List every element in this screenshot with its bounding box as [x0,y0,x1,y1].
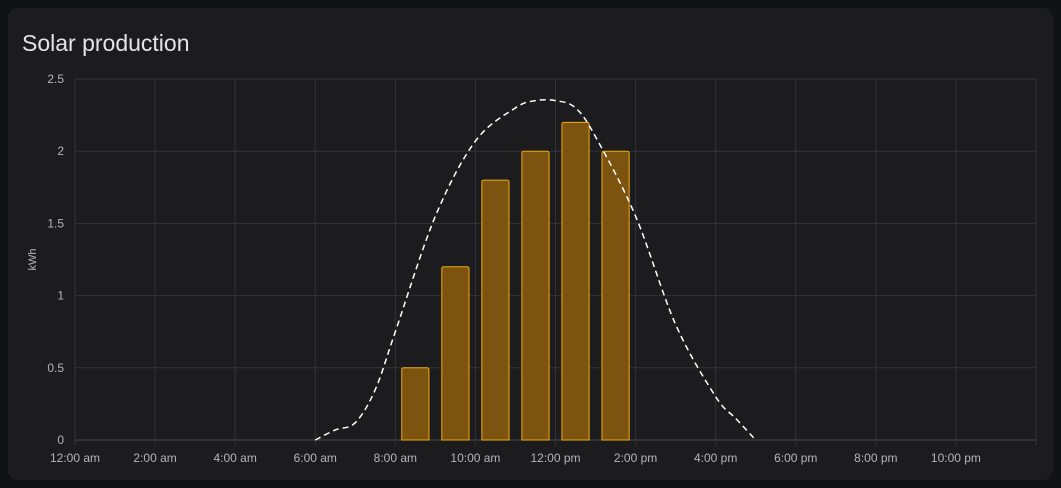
y-tick-label: 1 [57,289,64,303]
x-tick-label: 4:00 am [213,451,256,465]
solar-bar [561,121,590,441]
y-tick-label: 0.5 [47,361,64,375]
x-tick-label: 6:00 am [294,451,337,465]
x-tick-label: 10:00 am [450,451,500,465]
y-axis-label: kWh [27,249,39,271]
x-tick-label: 4:00 pm [694,451,737,465]
x-tick-label: 2:00 pm [614,451,657,465]
solar-production-card: Solar production 0 0.5 1 1.5 2 2.5 12:00 am 2:0… [8,8,1053,480]
solar-bar [601,150,630,441]
solar-bar [521,150,550,441]
x-tick-label: 8:00 pm [854,451,897,465]
x-tick-label: 6:00 pm [774,451,817,465]
y-tick-label: 2.5 [47,72,64,86]
y-tick-label: 2 [57,144,64,158]
solar-bar [441,266,470,441]
forecast-line [314,99,757,441]
solar-bar [401,367,430,441]
solar-bar [481,179,510,441]
x-tick-label: 12:00 pm [530,451,580,465]
y-tick-label: 0 [57,433,64,447]
x-tick-label: 12:00 am [50,451,100,465]
y-tick-label: 1.5 [47,216,64,230]
solar-chart: 0 0.5 1 1.5 2 2.5 12:00 am 2:00 am 4:00 am 6:00 a… [27,72,1037,465]
x-tick-label: 8:00 am [374,451,417,465]
x-tick-label: 2:00 am [133,451,176,465]
card-title: Solar production [22,30,190,56]
x-tick-label: 10:00 pm [931,451,981,465]
